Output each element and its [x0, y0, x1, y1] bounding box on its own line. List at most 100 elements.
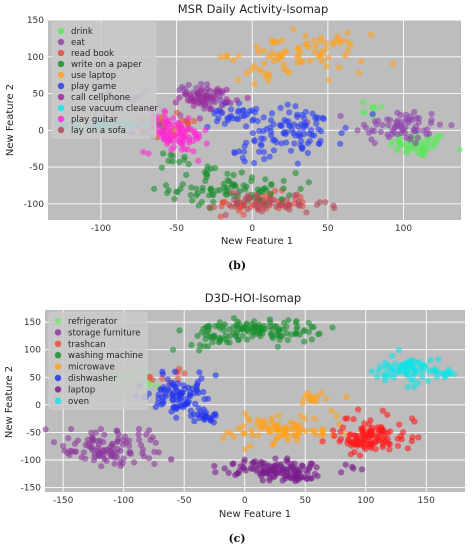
data-point — [356, 452, 364, 459]
data-point — [80, 449, 87, 456]
data-point — [286, 206, 293, 213]
data-point — [243, 320, 250, 327]
data-point — [421, 362, 428, 369]
data-point — [179, 181, 186, 188]
y-tick-label: 150 — [24, 318, 41, 328]
data-point — [358, 466, 366, 473]
data-point — [195, 157, 202, 165]
x-tick-label: -100 — [91, 224, 112, 234]
y-tick-label: 100 — [24, 346, 41, 356]
data-point — [203, 140, 210, 147]
data-point — [149, 434, 156, 441]
data-point — [181, 153, 188, 160]
data-point — [239, 332, 246, 339]
data-point — [260, 417, 267, 424]
data-point — [169, 397, 176, 404]
data-point — [270, 52, 277, 60]
chart-title: MSR Daily Activity-Isomap — [178, 2, 329, 16]
data-point — [202, 177, 209, 184]
data-point — [215, 322, 222, 329]
data-point — [398, 364, 405, 371]
data-point — [272, 455, 279, 462]
data-point — [360, 121, 368, 128]
data-point — [249, 321, 256, 328]
data-point — [223, 429, 230, 436]
data-point — [415, 115, 422, 122]
data-point — [209, 339, 216, 346]
data-point — [448, 122, 455, 129]
data-point — [131, 459, 138, 466]
data-point — [265, 53, 272, 60]
data-point — [349, 463, 356, 470]
data-point — [212, 88, 219, 95]
data-point — [292, 169, 299, 177]
data-point — [329, 324, 336, 331]
data-point — [414, 379, 421, 387]
data-point — [260, 186, 267, 193]
y-tick-label: 0 — [35, 401, 41, 411]
data-point — [190, 148, 197, 155]
data-point — [369, 127, 376, 134]
data-point — [419, 368, 426, 375]
data-point — [160, 150, 167, 157]
data-point — [176, 158, 183, 166]
data-point — [369, 111, 376, 118]
data-point — [276, 332, 283, 339]
data-point — [251, 80, 258, 87]
data-point — [235, 336, 242, 343]
tick-labels: -150 -100 -50 0 50 100 150 -150 -100 -50 0 50 100 150 — [21, 318, 436, 506]
legend-marker — [57, 115, 65, 123]
data-point — [377, 128, 384, 135]
data-point — [294, 323, 301, 330]
data-point — [171, 195, 178, 202]
data-point — [158, 164, 165, 171]
data-point — [329, 427, 337, 434]
data-point — [120, 437, 127, 444]
data-point — [94, 445, 101, 452]
data-point — [255, 432, 262, 439]
data-point — [325, 54, 332, 62]
data-point — [275, 201, 283, 208]
data-point — [172, 406, 179, 413]
data-point — [219, 109, 226, 117]
data-point — [378, 103, 385, 110]
data-point — [389, 352, 396, 359]
data-point — [230, 57, 237, 64]
data-point — [299, 111, 306, 119]
legend-marker — [57, 71, 65, 79]
data-point — [193, 383, 200, 390]
data-point — [415, 434, 422, 441]
data-point — [338, 469, 345, 476]
data-point — [280, 177, 287, 184]
legend-label: write on a paper — [71, 60, 142, 70]
data-point — [103, 446, 110, 453]
data-point — [210, 198, 217, 206]
x-tick-label: 50 — [300, 496, 312, 506]
data-point — [178, 146, 185, 153]
data-point — [272, 468, 279, 475]
data-point — [145, 150, 152, 157]
data-point — [161, 109, 169, 116]
data-point — [412, 123, 419, 130]
data-point — [411, 418, 418, 425]
data-point — [255, 48, 262, 55]
data-point — [250, 116, 257, 123]
data-point — [304, 149, 311, 157]
x-tick-label: 150 — [418, 496, 435, 506]
legend-label: read book — [71, 49, 114, 59]
data-point — [316, 140, 323, 147]
data-point — [178, 389, 185, 396]
data-point — [241, 430, 248, 437]
data-point — [283, 323, 290, 330]
data-point — [404, 383, 411, 390]
data-point — [387, 365, 394, 372]
data-point — [432, 365, 439, 373]
data-point — [311, 415, 318, 422]
data-point — [308, 336, 315, 343]
data-point — [176, 327, 183, 334]
panel-caption: (b) — [228, 259, 246, 272]
y-tick-label: 100 — [27, 53, 44, 63]
data-point — [248, 66, 255, 74]
x-tick-label: -100 — [113, 496, 134, 506]
data-point — [266, 477, 273, 484]
